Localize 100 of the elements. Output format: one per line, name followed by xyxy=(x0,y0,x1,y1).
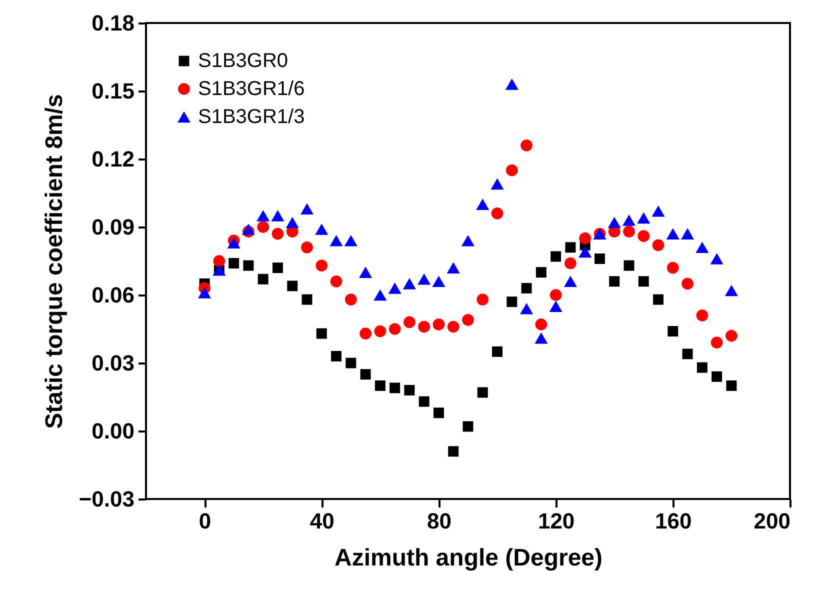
point xyxy=(286,216,299,228)
point xyxy=(374,325,386,338)
x-tick-label: 160 xyxy=(655,508,692,534)
point xyxy=(330,234,343,246)
point xyxy=(536,267,546,278)
point xyxy=(447,320,460,333)
point xyxy=(550,289,562,301)
point xyxy=(682,278,694,290)
point xyxy=(492,346,503,357)
point xyxy=(316,260,328,272)
point xyxy=(374,289,387,301)
point xyxy=(301,241,313,254)
point xyxy=(256,210,270,222)
point xyxy=(461,234,475,246)
point xyxy=(404,384,415,396)
point xyxy=(491,207,504,220)
x-tick-label: 80 xyxy=(426,508,452,534)
x-tick-label: 0 xyxy=(198,508,212,534)
point xyxy=(637,212,650,224)
point xyxy=(462,421,474,432)
point xyxy=(652,205,665,217)
point xyxy=(344,294,357,306)
point xyxy=(446,262,460,274)
point xyxy=(565,242,576,253)
point xyxy=(360,328,372,340)
y-tick-label: 0.03 xyxy=(92,350,134,376)
point xyxy=(302,294,312,305)
point xyxy=(228,258,240,269)
point xyxy=(622,214,636,226)
point xyxy=(243,260,254,271)
point xyxy=(549,300,562,312)
point xyxy=(346,358,356,368)
y-tick-label: 0.18 xyxy=(92,10,134,36)
point xyxy=(490,178,504,190)
point xyxy=(710,336,723,349)
y-tick-label: −0.03 xyxy=(78,486,134,512)
point xyxy=(300,203,314,215)
point xyxy=(344,234,358,246)
point xyxy=(331,350,342,362)
point xyxy=(652,239,664,252)
point xyxy=(608,216,621,228)
point xyxy=(712,371,722,382)
point xyxy=(432,318,445,330)
point xyxy=(696,309,708,322)
point xyxy=(374,380,386,391)
point xyxy=(696,242,709,254)
point xyxy=(402,278,416,290)
point xyxy=(418,396,430,407)
point xyxy=(272,262,283,274)
point xyxy=(433,408,444,418)
point xyxy=(418,320,430,333)
x-tick-label: 40 xyxy=(310,508,334,534)
legend-label: S1B3GR0 xyxy=(198,50,288,72)
point xyxy=(521,282,532,294)
point xyxy=(520,302,534,314)
point xyxy=(653,294,664,305)
point xyxy=(227,237,240,249)
point xyxy=(710,253,724,264)
point xyxy=(388,323,401,335)
point xyxy=(330,275,342,288)
point xyxy=(404,316,416,328)
point xyxy=(271,210,284,222)
point xyxy=(623,226,635,238)
point xyxy=(476,294,489,306)
point xyxy=(316,328,327,339)
point xyxy=(287,280,298,292)
point xyxy=(564,276,577,288)
point xyxy=(564,257,576,270)
point xyxy=(681,228,694,240)
point xyxy=(696,362,708,373)
x-tick-label: 120 xyxy=(538,508,575,534)
point xyxy=(724,284,738,296)
point xyxy=(476,198,490,210)
point xyxy=(638,230,650,242)
point xyxy=(609,276,620,287)
point xyxy=(505,78,518,90)
x-tick-label: 200 xyxy=(754,508,790,534)
y-tick-label: 0.00 xyxy=(92,418,134,444)
point xyxy=(360,369,371,380)
legend-label: S1B3GR1/6 xyxy=(198,78,305,100)
legend-label: S1B3GR1/3 xyxy=(198,106,305,128)
point xyxy=(550,251,562,262)
point xyxy=(272,228,284,240)
point xyxy=(198,287,212,298)
point xyxy=(638,276,649,287)
point xyxy=(390,382,400,394)
point xyxy=(257,221,270,233)
y-tick-label: 0.12 xyxy=(92,146,134,172)
x-axis-title: Azimuth angle (Degree) xyxy=(334,544,603,572)
point xyxy=(448,446,459,457)
point xyxy=(726,380,737,391)
point xyxy=(726,330,738,342)
point xyxy=(666,262,679,274)
y-axis-title: Static torque coefficient 8m/s xyxy=(40,94,68,429)
point xyxy=(462,314,474,326)
point xyxy=(579,232,592,244)
point xyxy=(477,387,488,398)
point xyxy=(594,253,605,264)
point xyxy=(506,164,518,176)
point xyxy=(520,139,532,152)
